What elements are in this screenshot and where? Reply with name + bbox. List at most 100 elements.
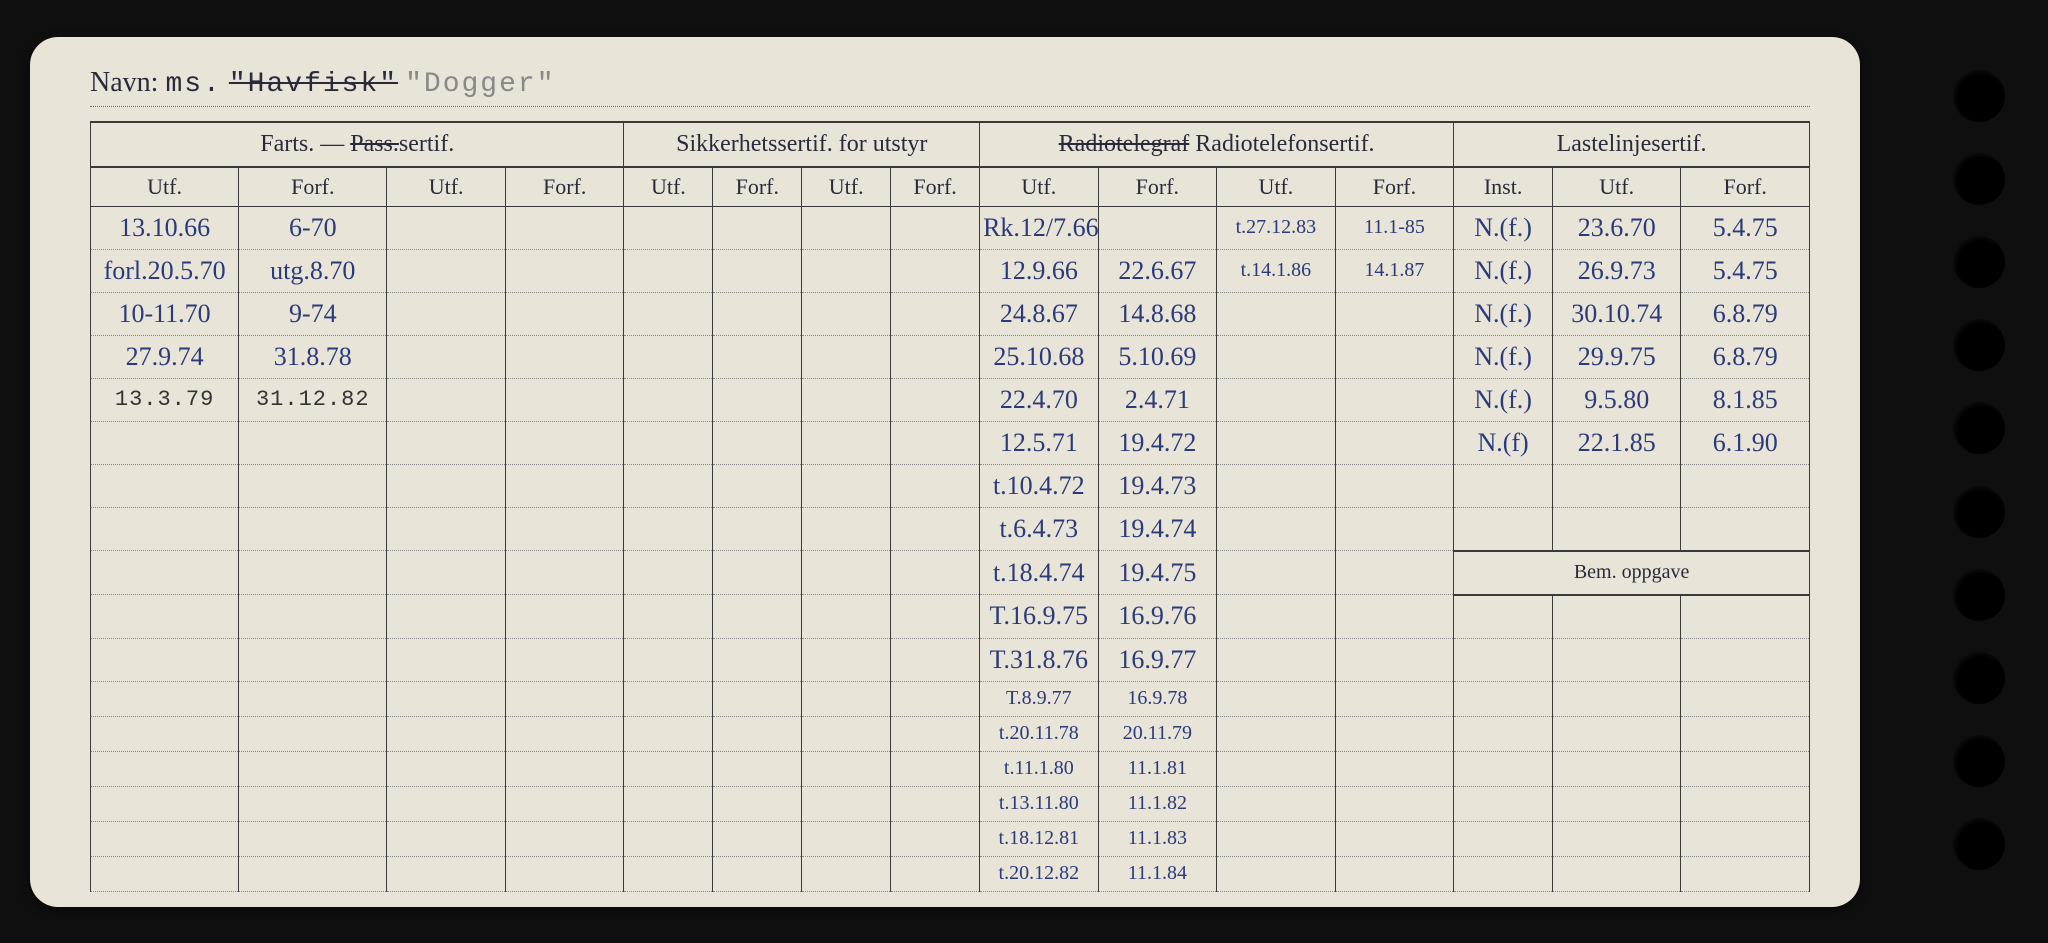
cell [1454,821,1553,856]
hdr-utf: Utf. [980,167,1099,207]
cell: 31.12.82 [239,378,387,421]
cell [1217,821,1336,856]
cell [891,751,980,786]
cell [624,507,713,551]
cell [1335,716,1454,751]
cell [713,681,802,716]
cell [1681,464,1810,507]
cell [1335,335,1454,378]
cell [802,464,891,507]
cell: N.(f.) [1454,292,1553,335]
cell [387,378,506,421]
cell: utg.8.70 [239,249,387,292]
cell: T.8.9.77 [980,681,1099,716]
cell: 23.6.70 [1552,206,1680,249]
cell: 27.9.74 [91,335,239,378]
cell [91,507,239,551]
cell: N.(f.) [1454,335,1553,378]
cell: 6.1.90 [1681,421,1810,464]
cell [624,378,713,421]
cell [505,507,624,551]
cell: 9.5.80 [1552,378,1680,421]
hdr-utf: Utf. [91,167,239,207]
cell [1217,716,1336,751]
cell [91,681,239,716]
binder-hole [1953,818,2005,870]
cell [891,292,980,335]
cell [1217,751,1336,786]
cell: Bem. oppgave [1454,551,1810,595]
cell [1335,681,1454,716]
cell [505,595,624,639]
hdr-forf: Forf. [891,167,980,207]
cell [713,206,802,249]
cell: 19.4.75 [1098,551,1217,595]
binder-holes [1938,70,2018,870]
cell [713,292,802,335]
cell [1217,507,1336,551]
cell: N.(f.) [1454,378,1553,421]
cell [1335,638,1454,681]
cell [239,464,387,507]
cell [505,206,624,249]
cell: t.11.1.80 [980,751,1099,786]
title-prefix: ms. [165,69,221,100]
cell: 11.1-85 [1335,206,1454,249]
cell [802,249,891,292]
cell [387,507,506,551]
table-row: t.10.4.7219.4.73 [91,464,1810,507]
table-row: T.31.8.7616.9.77 [91,638,1810,681]
cell [802,378,891,421]
cell [1681,856,1810,891]
cell [1098,206,1217,249]
cell [387,856,506,891]
cell [1681,507,1810,551]
cell [891,786,980,821]
cell [802,821,891,856]
cell: 5.10.69 [1098,335,1217,378]
cell [239,681,387,716]
cell: 16.9.78 [1098,681,1217,716]
cell [505,751,624,786]
cell: 5.4.75 [1681,206,1810,249]
cell [1217,595,1336,639]
binder-hole [1953,402,2005,454]
cell: 22.6.67 [1098,249,1217,292]
cell [91,786,239,821]
cell [505,378,624,421]
cell [1552,638,1680,681]
cell [713,786,802,821]
title-name-new: "Dogger" [405,69,555,100]
cell [1681,821,1810,856]
cell [891,249,980,292]
hdr-utf: Utf. [624,167,713,207]
cell [1454,681,1553,716]
cell [624,786,713,821]
cell [1681,681,1810,716]
cell [1335,821,1454,856]
cell [802,335,891,378]
table-row: t.18.12.8111.1.83 [91,821,1810,856]
cell [624,335,713,378]
cell [1552,786,1680,821]
cell: 14.1.87 [1335,249,1454,292]
cell [1454,638,1553,681]
cell: 20.11.79 [1098,716,1217,751]
cell [91,638,239,681]
cell [891,638,980,681]
hdr-forf: Forf. [505,167,624,207]
cell [1552,856,1680,891]
cell [239,786,387,821]
cell [91,821,239,856]
cell [802,751,891,786]
hdr-utf: Utf. [1552,167,1680,207]
hdr-forf: Forf. [239,167,387,207]
cell [387,638,506,681]
cell [239,421,387,464]
cell: 2.4.71 [1098,378,1217,421]
cell [387,551,506,595]
cell: 22.1.85 [1552,421,1680,464]
cell: 12.9.66 [980,249,1099,292]
table-row: t.20.12.8211.1.84 [91,856,1810,891]
cell [624,464,713,507]
